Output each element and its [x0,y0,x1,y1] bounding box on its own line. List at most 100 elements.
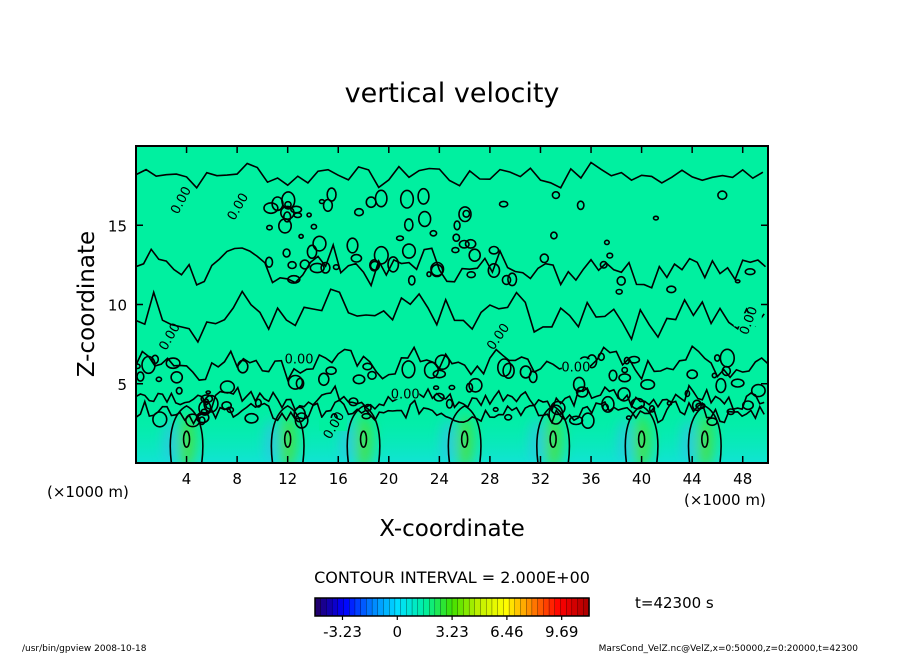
colorbar-cell [389,597,396,617]
x-tick-label: 20 [379,470,398,488]
colorbar-cell [474,597,482,617]
contour-cell-lower [741,400,754,411]
y-axis-label: Z-coordinate [74,231,100,377]
y-tick-label: 5 [117,376,127,394]
contour-plume [687,405,722,463]
contour-cell-lower [726,408,736,416]
contour-cell-upper [373,245,389,265]
contour-cell-upper [310,223,318,230]
contour-cell-lower [170,370,184,384]
colorbar-cell [411,597,419,617]
colorbar-cell [366,597,373,617]
contour-cell-lower [621,366,629,374]
contour-cell-right [717,190,728,201]
contour-cell-lower [730,378,745,388]
contour-cell-upper [430,263,444,278]
contour-cell-lower [348,397,359,407]
contour-cell-lower [504,413,513,421]
contour-cell-right [576,200,585,211]
colorbar-cell [480,597,487,617]
contour-cell-lower [295,377,305,390]
contour-cell-lower [221,401,232,411]
contour-cell-upper [507,272,518,287]
contour-cell-lower [715,377,727,394]
x-tick-label: 36 [581,470,600,488]
x-tick-label: 12 [278,470,297,488]
contour-plume [270,405,305,463]
contour-cell-lower [711,372,718,379]
contour-cell-lower [352,374,366,385]
contour-cell-upper [426,271,432,278]
colorbar-cell [440,597,447,617]
colorbar-cell [497,597,505,617]
contour-cell-upper [284,200,292,209]
contour-cell-upper [452,233,461,242]
contour-plume-core [700,430,709,449]
contour-cell-upper [418,210,432,228]
colorbar-cell [400,597,407,617]
contour-plume-core [637,430,646,449]
colorbar-cell [508,597,516,617]
contour-cell-upper [468,248,482,262]
contour-cell-upper [458,206,472,223]
chart-title: vertical velocity [345,78,560,109]
contour-plume [624,405,659,463]
contour-cell-upper [298,233,304,240]
contour-cell-right [615,288,624,295]
contour-cell-lower [468,377,483,393]
contour-label-bg [733,313,762,327]
x-tick-label: 32 [531,470,550,488]
footer-left: /usr/bin/gpview 2008-10-18 [22,644,147,654]
contour-label-bg [285,351,314,365]
contour-cell-upper [263,202,279,215]
colorbar-cell [371,597,379,617]
contour-cell-upper [466,271,477,279]
contour-cell-upper [387,256,400,273]
y-tick-label: 10 [108,297,127,315]
colorbar-cell [554,597,562,617]
contour-cell-lower [244,412,259,424]
contour-cell-upper [353,207,365,217]
contour-cell-lower [448,384,456,391]
contour-cell-lower [617,387,631,402]
contour-cell-lower [719,348,735,368]
colorbar [314,597,590,617]
contour-cell-lower [492,406,499,413]
contour-cell-lower [572,376,586,393]
contour-cell-right [744,268,756,276]
contour-cell-lower [141,355,156,375]
colorbar-cell [377,597,385,617]
x-tick-label: 44 [683,470,702,488]
contour-line-upper [136,161,764,190]
colorbar-cell [457,597,465,617]
contour-cell-upper [306,212,312,218]
contour-plume [169,405,204,463]
contour-label-bg [391,386,420,400]
contour-cell-upper [309,262,325,274]
contour-cell-right [666,285,677,294]
contour-cell-lower [686,369,699,380]
contour-cell-lower [219,380,236,394]
contour-cell-right [652,215,660,221]
contour-cell-upper [498,200,509,208]
y-axis: 5 10 15 [108,217,768,394]
contour-plume [447,405,482,463]
colorbar-cell [331,597,339,617]
contour-line-mid [136,242,767,289]
contour-cell-lower [434,354,450,371]
contour-cell-lower [200,394,214,404]
contour-cell-lower [502,362,515,379]
contour-cell-upper [374,189,388,208]
contour-cell-lower [432,369,447,379]
colorbar-ticks: -3.23 0 3.23 6.46 9.69 [323,616,578,641]
colorbar-cell [429,597,436,617]
contour-cell-lower [581,412,595,430]
contour-cell-lower [608,369,618,382]
contour-cell-lower [254,398,262,408]
contour-cell-lower [363,403,372,412]
contour-cell-lower [750,383,766,398]
contour-cell-lower [155,376,163,383]
colorbar-cell [577,597,584,617]
contour-cell-upper [346,237,359,254]
contour-cell-upper [501,274,512,286]
